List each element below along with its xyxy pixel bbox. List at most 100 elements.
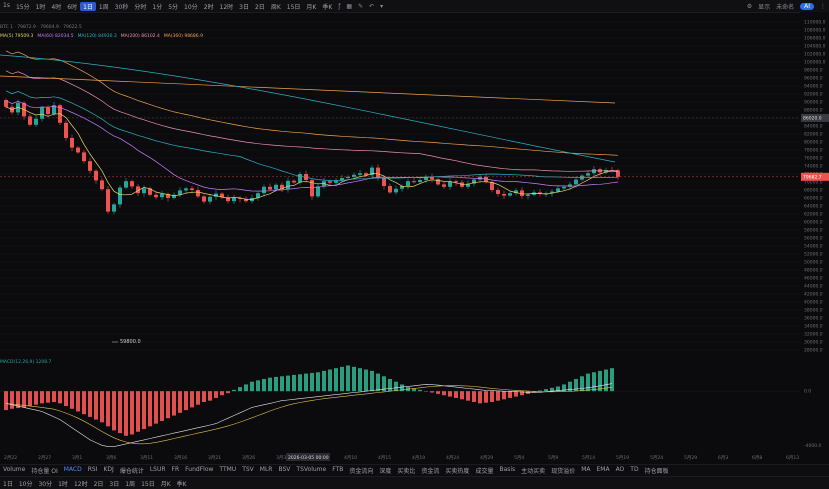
more-icon[interactable]: ⋮ xyxy=(820,2,826,10)
indicator-tab[interactable]: MLR xyxy=(259,466,273,473)
bottom-timeframe[interactable]: 30分 xyxy=(38,480,53,488)
timeframe-2[interactable]: 1时 xyxy=(35,3,46,11)
price-tick-label: 32000.0 xyxy=(804,332,823,338)
candle-body xyxy=(118,187,122,205)
candlestick-chart[interactable]: 28000.0 30000.0 32000.0 34000.0 36000.0 38000… xyxy=(0,0,829,464)
candle-body xyxy=(334,180,338,183)
candle-body xyxy=(88,161,92,171)
timeframe-14[interactable]: 3日 xyxy=(239,3,249,11)
ma-long-line xyxy=(0,75,616,104)
indicator-tab[interactable]: FundFlow xyxy=(185,466,214,473)
indicator-icon[interactable]: ƒ xyxy=(338,2,341,10)
timeframe-10[interactable]: 5分 xyxy=(168,3,179,11)
candle-body xyxy=(328,181,332,183)
macd-bar xyxy=(34,391,38,405)
bottom-timeframe[interactable]: 12时 xyxy=(73,480,88,488)
indicator-tab[interactable]: AO xyxy=(615,466,625,473)
timeframe-11[interactable]: 10分 xyxy=(184,3,198,11)
indicator-tab[interactable]: 爆仓统计 xyxy=(119,468,144,475)
timeframe-6[interactable]: 1周 xyxy=(98,3,109,11)
candle-body xyxy=(586,173,590,176)
macd-bar xyxy=(472,391,476,402)
layout-icon[interactable]: ▦ xyxy=(346,2,353,10)
macd-bar xyxy=(346,365,350,392)
timeframe-7[interactable]: 30秒 xyxy=(114,3,129,11)
ai-button[interactable]: AI xyxy=(800,2,814,10)
macd-bar xyxy=(52,391,56,402)
candle-body xyxy=(508,193,512,196)
indicator-tab[interactable]: RSI xyxy=(87,466,98,473)
bottom-timeframe[interactable]: 1时 xyxy=(58,480,68,488)
indicator-tab[interactable]: 成交量 xyxy=(475,468,494,475)
date-label: 5月24 xyxy=(650,455,663,461)
macd-bar xyxy=(532,391,536,393)
timeframe-3[interactable]: 4时 xyxy=(51,3,62,11)
draw-icon[interactable]: ✎ xyxy=(358,2,364,10)
bottom-timeframe[interactable]: 2日 xyxy=(93,480,104,488)
indicator-tab[interactable]: Volume xyxy=(3,466,26,473)
timeframe-9[interactable]: 1分 xyxy=(152,3,163,11)
timeframe-0[interactable]: 1s xyxy=(3,1,10,9)
indicator-tab[interactable]: 持仓量 OI xyxy=(31,468,58,475)
display-label[interactable]: 显示 xyxy=(758,3,771,11)
timeframe-5[interactable]: 1日 xyxy=(80,1,96,11)
candle-body xyxy=(268,186,272,190)
indicator-tab[interactable]: LSUR xyxy=(149,466,166,473)
macd-bar xyxy=(28,391,32,407)
timeframe-8[interactable]: 分时 xyxy=(134,3,147,11)
indicator-tab[interactable]: KDJ xyxy=(103,466,114,473)
bottom-timeframe[interactable]: 10分 xyxy=(18,480,33,488)
template-label[interactable]: 未命名 xyxy=(776,3,795,11)
bottom-timeframe[interactable]: 月K xyxy=(160,480,171,488)
timeframe-16[interactable]: 周K xyxy=(270,3,281,11)
timeframe-12[interactable]: 2时 xyxy=(203,3,214,11)
timeframe-19[interactable]: 季K xyxy=(322,3,333,11)
bottom-timeframe[interactable]: 1日 xyxy=(3,480,13,488)
candle-body xyxy=(166,194,170,198)
candle-body xyxy=(466,183,470,187)
indicator-tab[interactable]: 深度 xyxy=(379,468,392,475)
macd-bar xyxy=(502,391,506,400)
indicator-tab[interactable]: 现货溢价 xyxy=(551,468,576,475)
macd-bar xyxy=(82,391,86,415)
macd-bar xyxy=(310,372,314,392)
price-tick-label: 90000.0 xyxy=(804,100,823,106)
indicator-tab[interactable]: MACD xyxy=(63,466,82,473)
indicator-tab[interactable]: TTMU xyxy=(219,466,237,473)
price-tick-label: 94000.0 xyxy=(804,84,823,90)
indicator-tab[interactable]: FR xyxy=(171,466,180,473)
indicator-tab[interactable]: 买卖比 xyxy=(397,468,416,475)
indicator-tab[interactable]: Basis xyxy=(499,466,516,473)
indicator-tab[interactable]: TSVolume xyxy=(296,466,327,473)
candle-body xyxy=(544,193,548,195)
indicator-tab[interactable]: 资金流 xyxy=(421,468,440,475)
timeframe-1[interactable]: 15分 xyxy=(15,3,30,11)
top-toolbar: 1s 15分 1时 4时 6时 1日 1周 30秒 分时 1分 5分 10分 2时 12时 3日 2日 周K 15… xyxy=(0,0,829,13)
indicator-tab[interactable]: 主动买卖 xyxy=(521,468,546,475)
chevron-down-icon[interactable]: ▾ xyxy=(380,2,384,10)
bottom-timeframe[interactable]: 3日 xyxy=(109,480,120,488)
indicator-tab[interactable]: TSV xyxy=(242,466,254,473)
undo-icon[interactable]: ↶ xyxy=(369,2,375,10)
timeframe-4[interactable]: 6时 xyxy=(67,3,78,11)
price-tick-label: 28000.0 xyxy=(804,348,823,354)
timeframe-15[interactable]: 2日 xyxy=(254,3,265,11)
timeframe-18[interactable]: 月K xyxy=(306,3,317,11)
indicator-tab[interactable]: MA xyxy=(581,466,591,473)
timeframe-13[interactable]: 12时 xyxy=(219,3,234,11)
indicator-tab[interactable]: TD xyxy=(630,466,639,473)
indicator-tab[interactable]: EMA xyxy=(596,466,610,473)
bottom-timeframe[interactable]: 15日 xyxy=(141,480,155,488)
price-tick-label: 96000.0 xyxy=(804,76,823,82)
indicator-tab[interactable]: 买卖热度 xyxy=(445,468,470,475)
indicator-tab[interactable]: FTB xyxy=(332,466,344,473)
candle-body xyxy=(190,188,194,190)
indicator-tab[interactable]: BSV xyxy=(278,466,291,473)
timeframe-17[interactable]: 15日 xyxy=(286,3,301,11)
bottom-timeframe[interactable]: 季K xyxy=(176,480,187,488)
settings-icon[interactable]: ⚙ xyxy=(746,2,753,10)
bottom-timeframe[interactable]: 1周 xyxy=(125,480,136,488)
date-label: 3月21 xyxy=(208,455,221,461)
indicator-tab[interactable]: 资金流向 xyxy=(349,468,374,475)
indicator-tab[interactable]: 持仓面板 xyxy=(644,468,669,475)
